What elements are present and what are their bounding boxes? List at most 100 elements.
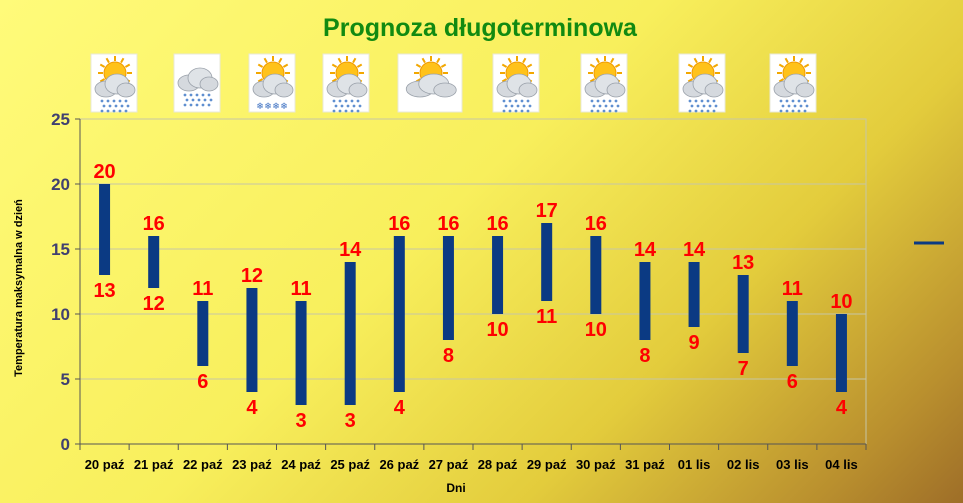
- range-bar: [590, 236, 602, 314]
- range-bar: [492, 236, 504, 314]
- rain-drop: [352, 104, 356, 108]
- rain-drop: [502, 109, 506, 113]
- rain-drop: [332, 109, 336, 113]
- range-bar: [246, 288, 258, 392]
- sun-ray: [263, 57, 268, 64]
- rain-drop: [785, 99, 789, 103]
- rain-drop: [183, 93, 187, 97]
- rain-drop: [502, 99, 506, 103]
- sun-ray: [124, 63, 131, 68]
- rain-drop: [604, 104, 608, 108]
- sun-ray: [778, 78, 785, 83]
- cloud-part: [795, 82, 815, 98]
- rain-drop: [791, 109, 795, 113]
- cloud-part: [704, 82, 724, 98]
- x-tick-label: 29 paź: [527, 457, 567, 472]
- high-value-label: 13: [732, 252, 754, 274]
- sun-ray: [693, 57, 698, 64]
- sun-ray: [712, 63, 719, 68]
- rain-drop: [526, 99, 530, 103]
- high-value-label: 17: [536, 200, 558, 222]
- sun-ray: [589, 78, 596, 83]
- sun-cloud-rain-icon: [90, 53, 138, 113]
- high-value-label: 14: [683, 239, 706, 261]
- range-bar: [393, 236, 405, 392]
- low-value-label: 10: [585, 319, 607, 341]
- rain-drop: [344, 99, 348, 103]
- rain-drop: [332, 99, 336, 103]
- rain-drop: [203, 98, 207, 102]
- range-bar: [541, 223, 553, 301]
- rain-drop: [191, 98, 195, 102]
- rain-drop: [614, 109, 618, 113]
- x-tick-label: 26 paź: [379, 457, 419, 472]
- range-bar: [197, 301, 209, 366]
- sun-ray: [610, 57, 615, 64]
- y-tick-label: 15: [51, 240, 70, 259]
- range-bar: [295, 301, 307, 405]
- low-value-label: 8: [639, 345, 650, 367]
- rain-drop: [590, 99, 594, 103]
- rain-drop: [785, 109, 789, 113]
- low-value-label: 7: [738, 358, 749, 380]
- rain-drop: [195, 103, 199, 107]
- rain-drop: [706, 99, 710, 103]
- y-tick-label: 20: [51, 175, 70, 194]
- high-value-label: 11: [290, 278, 311, 300]
- rain-drop: [690, 104, 694, 108]
- rain-drop: [108, 104, 112, 108]
- snowflake: ❄: [264, 102, 272, 112]
- rain-drop: [602, 99, 606, 103]
- rain-drop: [508, 109, 512, 113]
- rain-drop: [714, 104, 718, 108]
- rain-drop: [356, 109, 360, 113]
- low-value-label: 11: [536, 306, 557, 328]
- sun-ray: [526, 63, 533, 68]
- rain-drop: [112, 109, 116, 113]
- rain-drop: [520, 99, 524, 103]
- sun-ray: [352, 57, 357, 64]
- rain-drop: [340, 104, 344, 108]
- rain-drop: [592, 104, 596, 108]
- rain-drop: [779, 99, 783, 103]
- snowflake: ❄: [272, 102, 280, 112]
- range-bar: [344, 262, 356, 405]
- rain-drop: [528, 104, 532, 108]
- rain-drop: [694, 109, 698, 113]
- data-labels: 20 13 16 12 11 6 12 4 11 3 14 3 16 4 16 8 16 10 17 11 16 10 14…: [93, 161, 852, 432]
- rain-drop: [338, 109, 342, 113]
- rain-drop: [201, 93, 205, 97]
- sun-ray: [282, 63, 289, 68]
- rain-drop: [616, 104, 620, 108]
- high-value-label: 16: [486, 213, 508, 235]
- cloud-part: [116, 82, 136, 98]
- range-bar: [737, 275, 749, 353]
- rain-drop: [797, 109, 801, 113]
- low-value-label: 12: [143, 293, 165, 315]
- cloud-part: [433, 82, 457, 98]
- weather-icons: ❄ ❄ ❄ ❄: [90, 53, 817, 113]
- x-tick-label: 01 lis: [678, 457, 711, 472]
- range-bar: [786, 301, 798, 366]
- rain-drop: [803, 99, 807, 103]
- rain-drop: [126, 104, 130, 108]
- rain-drop: [803, 109, 807, 113]
- rain-drop: [779, 109, 783, 113]
- x-tick-label: 20 paź: [85, 457, 125, 472]
- rain-drop: [358, 104, 362, 108]
- rain-drop: [185, 98, 189, 102]
- sun-ray: [120, 57, 125, 64]
- low-value-label: 10: [486, 319, 508, 341]
- low-value-label: 6: [197, 371, 208, 393]
- sun-ray: [337, 57, 342, 64]
- range-bar: [99, 184, 111, 275]
- rain-drop: [614, 99, 618, 103]
- rain-drop: [344, 109, 348, 113]
- x-tick-label: 04 lis: [825, 457, 858, 472]
- sun-ray: [803, 63, 810, 68]
- rain-drop: [712, 99, 716, 103]
- high-value-label: 10: [830, 291, 852, 313]
- rain-drop: [207, 103, 211, 107]
- sun-cloud-rain-icon: [769, 53, 817, 113]
